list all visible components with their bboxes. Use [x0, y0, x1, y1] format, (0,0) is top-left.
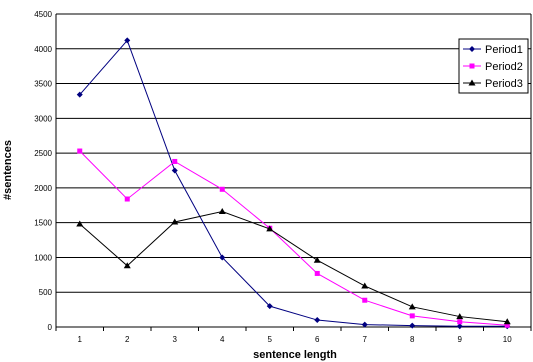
- data-point-period1: [361, 321, 368, 328]
- data-point-period1: [124, 37, 131, 44]
- data-point-period1: [219, 254, 226, 261]
- x-axis-title: sentence length: [253, 349, 337, 361]
- data-point-period2: [77, 148, 83, 154]
- x-tick-label: 1: [78, 335, 83, 344]
- data-point-period3: [76, 220, 84, 227]
- data-point-period1: [456, 323, 463, 330]
- x-tick-label: 7: [363, 335, 368, 344]
- y-tick-label: 1000: [34, 253, 52, 262]
- y-tick-label: 4500: [34, 10, 52, 19]
- data-point-period3: [313, 256, 321, 263]
- legend-label: Period1: [485, 44, 523, 56]
- x-tick-label: 8: [410, 335, 415, 344]
- legend-marker: [469, 46, 475, 52]
- x-tick-label: 3: [173, 335, 178, 344]
- data-point-period2: [457, 319, 463, 325]
- y-tick-label: 1500: [34, 219, 52, 228]
- x-tick-label: 6: [315, 335, 320, 344]
- legend-marker: [468, 79, 476, 86]
- data-point-period1: [409, 322, 416, 329]
- axes: [55, 14, 532, 331]
- x-tick-label: 10: [503, 335, 512, 344]
- y-tick-label: 4000: [34, 45, 52, 54]
- y-axis-title: #sentences: [2, 140, 14, 200]
- series: [76, 37, 511, 330]
- y-tick-label: 3000: [34, 114, 52, 123]
- data-point-period3: [266, 225, 274, 232]
- series-line-period2: [79, 150, 508, 326]
- data-point-period2: [314, 270, 320, 276]
- data-point-period3: [123, 262, 131, 269]
- data-point-period2: [362, 297, 368, 303]
- legend: Period1 Period2 Period3: [458, 38, 529, 94]
- data-point-period1: [171, 167, 178, 174]
- legend-label: Period2: [485, 61, 523, 73]
- data-point-period2: [504, 322, 510, 328]
- legend-marker: [469, 63, 475, 69]
- series-line-period3: [79, 211, 508, 323]
- data-point-period2: [219, 186, 225, 192]
- data-point-period3: [408, 303, 416, 310]
- y-tick-label: 500: [39, 288, 53, 297]
- data-point-period3: [456, 313, 464, 320]
- y-tick-label: 3500: [34, 80, 52, 89]
- data-point-period2: [172, 158, 178, 164]
- tick-labels: 0 500 1000 1500 2000 2500 3000 3500 4000 4500 1 2 3 4…: [34, 10, 512, 344]
- data-point-period3: [503, 318, 511, 325]
- data-point-period3: [361, 282, 369, 289]
- x-tick-label: 4: [220, 335, 225, 344]
- data-point-period1: [266, 303, 273, 310]
- y-tick-label: 0: [48, 323, 53, 332]
- y-tick-label: 2000: [34, 184, 52, 193]
- data-point-period1: [314, 317, 321, 324]
- data-point-period3: [218, 208, 226, 215]
- x-tick-label: 2: [125, 335, 130, 344]
- data-point-period1: [76, 91, 83, 98]
- x-tick-label: 9: [458, 335, 463, 344]
- data-point-period2: [409, 313, 415, 319]
- data-point-period2: [124, 196, 130, 202]
- legend-label: Period3: [485, 78, 523, 90]
- gridlines: [56, 13, 531, 293]
- data-point-period3: [171, 218, 179, 225]
- y-tick-label: 2500: [34, 149, 52, 158]
- x-tick-label: 5: [268, 335, 273, 344]
- series-line-period1: [79, 39, 508, 327]
